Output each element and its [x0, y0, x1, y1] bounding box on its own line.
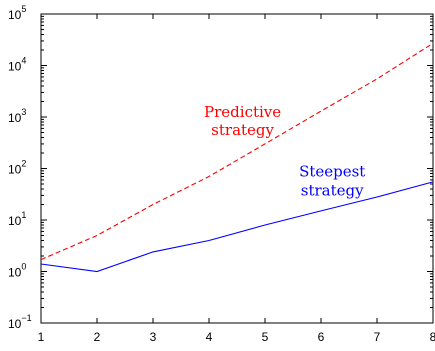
y-tick-label: 103 [8, 107, 26, 125]
x-axis: 1 2 3 4 5 6 7 8 [38, 14, 435, 344]
x-tick-label: 1 [38, 330, 45, 344]
x-tick-label: 7 [374, 330, 381, 344]
steepest-label-line1: Steepest [299, 162, 365, 180]
predictive-series-line [40, 42, 434, 261]
y-tick-base: 10 [8, 111, 22, 125]
steepest-label-line2: strategy [301, 181, 364, 199]
y-tick-label: 105 [8, 4, 26, 22]
y-tick-base: 10 [8, 60, 22, 74]
y-tick-exponent: 5 [21, 4, 26, 14]
y-tick-exponent: 1 [21, 210, 26, 220]
y-tick-exponent: −1 [21, 313, 31, 323]
y-tick-base: 10 [8, 163, 22, 177]
x-tick-label: 6 [318, 330, 325, 344]
x-tick-label: 2 [94, 330, 101, 344]
y-tick-label: 101 [8, 210, 26, 228]
predictive-label-line1: Predictive [204, 103, 281, 121]
series-layer [40, 42, 434, 273]
y-tick-base: 10 [8, 8, 22, 22]
x-tick-label: 4 [206, 330, 213, 344]
x-tick-label: 5 [262, 330, 269, 344]
y-tick-label: 102 [8, 159, 26, 177]
y-tick-base: 10 [8, 266, 22, 280]
steepest-series-line [40, 181, 434, 273]
y-tick-base: 10 [8, 214, 22, 228]
y-tick-label: 10−1 [8, 313, 32, 331]
y-tick-base: 10 [8, 317, 22, 331]
y-tick-exponent: 4 [21, 56, 26, 66]
x-tick-label: 3 [150, 330, 157, 344]
plot-frame [40, 13, 434, 324]
y-tick-exponent: 0 [21, 262, 26, 272]
y-tick-exponent: 3 [21, 107, 26, 117]
x-tick-label: 8 [430, 330, 435, 344]
predictive-label-line2: strategy [211, 121, 274, 139]
y-tick-exponent: 2 [21, 159, 26, 169]
y-tick-label: 100 [8, 262, 26, 280]
y-tick-label: 104 [8, 56, 26, 74]
